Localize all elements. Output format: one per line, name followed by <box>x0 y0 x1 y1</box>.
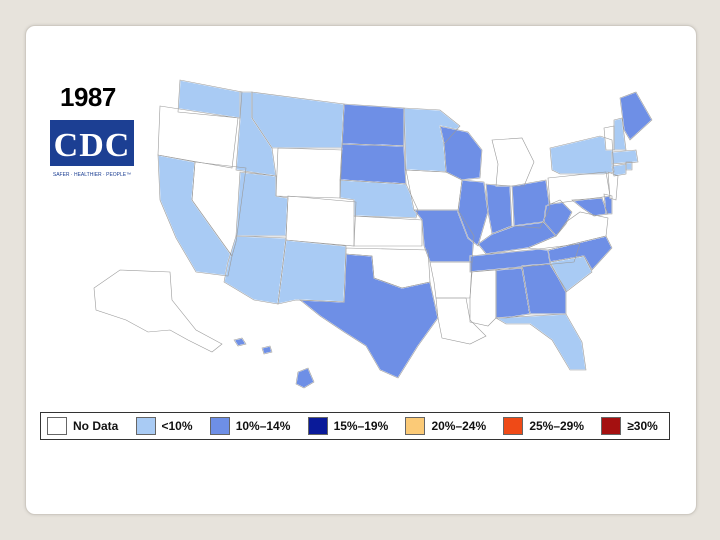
state-wy <box>275 147 343 199</box>
state-outline-hi <box>233 337 315 389</box>
state-outline-tn <box>469 243 581 273</box>
state-ma <box>611 149 639 165</box>
state-outline-il <box>457 179 489 247</box>
state-in <box>485 183 513 235</box>
state-outline-al <box>495 267 531 319</box>
state-outline-nh <box>613 117 627 151</box>
state-ny <box>549 135 615 175</box>
cdc-logo: CDC SAFER · HEALTHIER · PEOPLE™ <box>50 120 134 178</box>
legend-label: No Data <box>73 419 119 433</box>
legend-label: 15%–19% <box>333 419 389 433</box>
legend-swatch <box>47 417 67 435</box>
state-mt <box>251 91 345 149</box>
state-outline-de <box>603 193 613 215</box>
us-state-map <box>93 79 653 389</box>
state-outline-nv <box>191 161 247 257</box>
state-outline-az <box>223 235 287 305</box>
state-outline-mt <box>251 91 345 149</box>
state-outline-ne <box>339 179 419 219</box>
legend-item: 20%–24% <box>399 413 497 439</box>
state-fl <box>495 313 587 371</box>
state-outline-ma <box>611 149 639 165</box>
state-outline-in <box>485 183 513 235</box>
state-co <box>285 195 357 247</box>
state-outline-oh <box>511 179 551 229</box>
legend-label: 10%–14% <box>235 419 291 433</box>
state-mi <box>491 137 535 187</box>
state-outline-me <box>619 91 653 141</box>
state-outline-ak <box>93 269 223 353</box>
state-outline-or <box>157 105 239 169</box>
legend-label: 20%–24% <box>431 419 487 433</box>
state-me <box>619 91 653 141</box>
state-sd <box>339 143 407 185</box>
state-ar <box>429 261 473 299</box>
state-outline-mi <box>491 137 535 187</box>
legend-swatch <box>209 417 230 435</box>
cdc-logo-text: CDC <box>54 127 131 164</box>
legend-label: 25%–29% <box>529 419 585 433</box>
state-ms <box>469 269 497 327</box>
legend-item: 25%–29% <box>497 413 595 439</box>
state-outline-ks <box>353 215 423 247</box>
legend-item: No Data <box>41 413 130 439</box>
map-year-title: 1987 <box>60 82 116 112</box>
map-legend: No Data <10% 10%–14% 15%–19% 20%–24% 25%… <box>40 412 670 440</box>
legend-swatch <box>135 417 156 435</box>
state-outline-ri <box>625 161 633 171</box>
legend-item: <10% <box>130 413 204 439</box>
cdc-logo-tagline: SAFER · HEALTHIER · PEOPLE™ <box>53 172 131 178</box>
state-outline-tx <box>299 253 439 379</box>
state-outline-va <box>527 211 609 251</box>
legend-label: ≥30% <box>627 419 658 433</box>
state-outline-nj <box>607 171 619 201</box>
state-outline-md <box>571 197 609 217</box>
state-outline-ga <box>521 263 567 315</box>
state-ks <box>353 215 423 247</box>
state-outline-wi <box>439 125 483 181</box>
legend-item: 15%–19% <box>302 413 400 439</box>
state-outline-ct <box>611 163 627 177</box>
state-nd <box>341 103 405 147</box>
legend-swatch <box>307 417 328 435</box>
legend-swatch <box>601 417 622 435</box>
state-outline-wv <box>543 199 573 237</box>
legend-swatch <box>405 417 426 435</box>
legend-item: ≥30% <box>595 413 669 439</box>
legend-swatch <box>503 417 524 435</box>
state-az <box>223 235 287 305</box>
state-outline-la <box>435 297 487 345</box>
state-outline-fl <box>495 313 587 371</box>
state-outline-ny <box>549 135 615 175</box>
state-hi <box>233 337 315 389</box>
legend-item: 10%–14% <box>204 413 302 439</box>
state-ak <box>93 269 223 353</box>
legend-label: <10% <box>161 419 193 433</box>
state-nm <box>277 239 347 305</box>
